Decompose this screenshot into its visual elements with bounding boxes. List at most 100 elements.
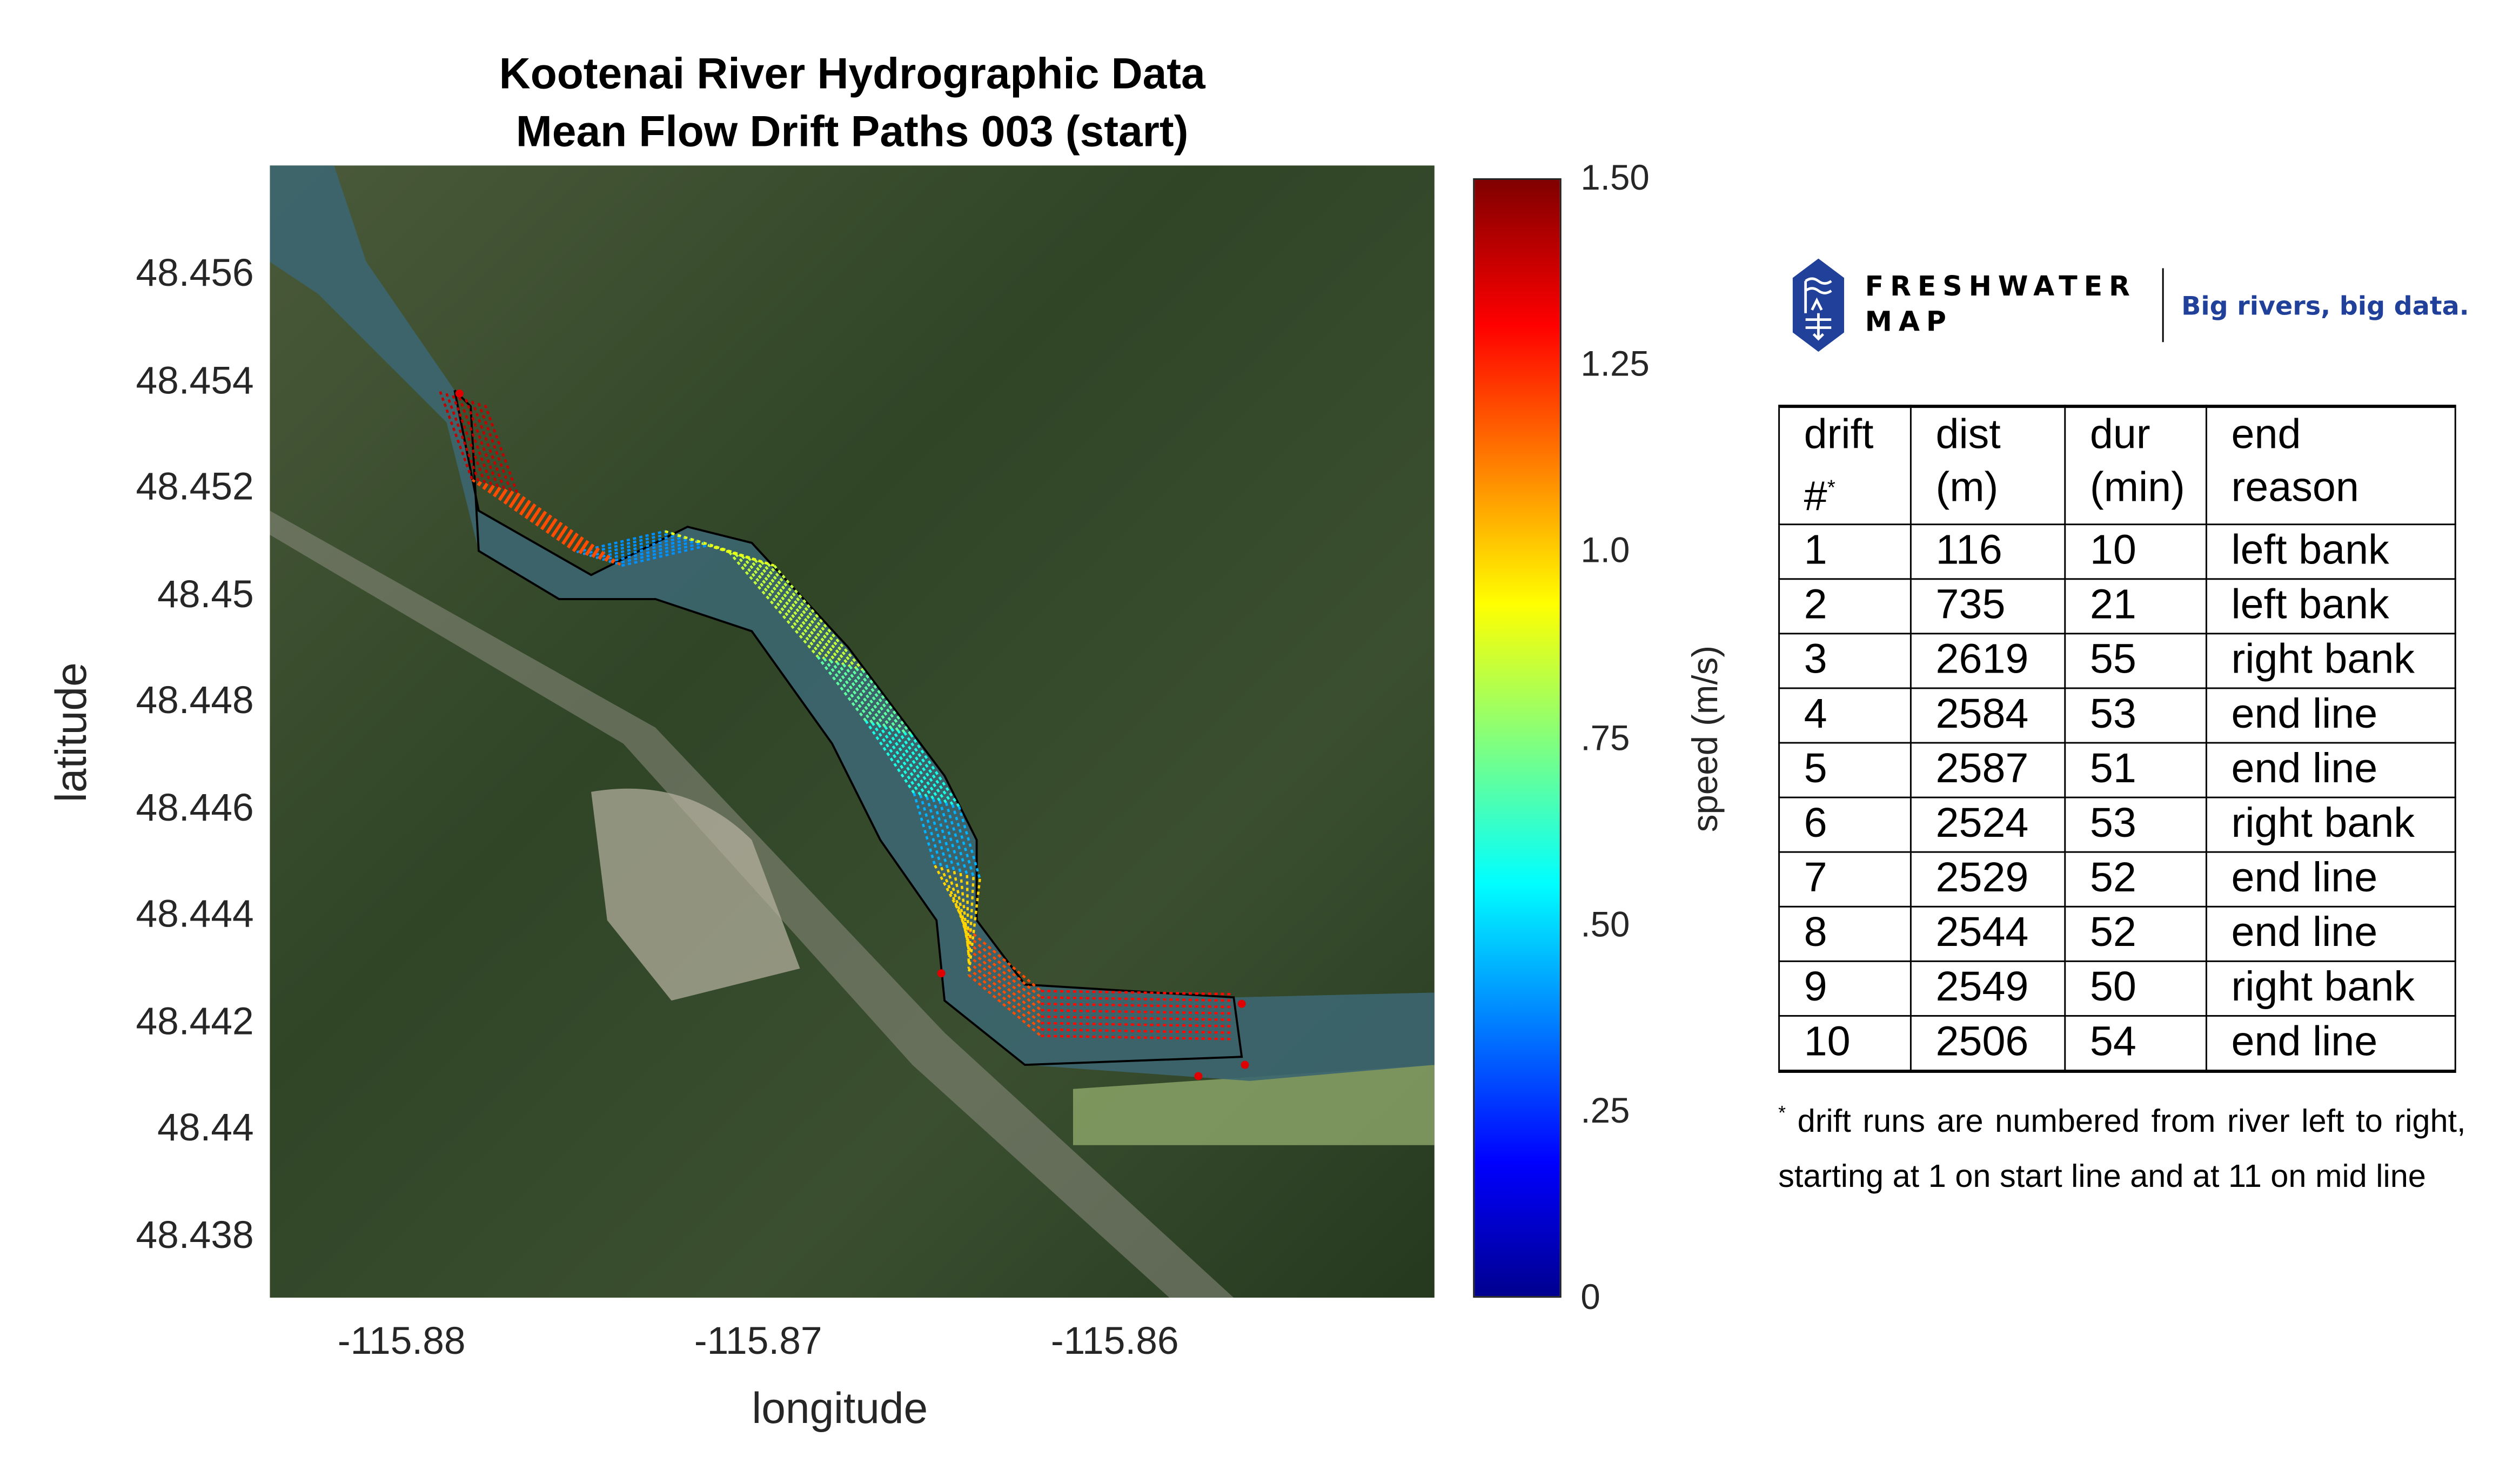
drift-number: 1 — [1778, 523, 1912, 580]
drift-path-segment — [967, 877, 975, 969]
footnote-mark: * — [1778, 1102, 1786, 1125]
end-reason: end line — [2205, 905, 2456, 962]
table-row: 4 2584 53 end line — [1778, 687, 2456, 743]
drift-end-marker — [937, 969, 946, 978]
drift-path-segment — [909, 734, 960, 808]
y-axis-label: latitude — [47, 662, 96, 803]
logo-name-line-1: FRESHWATER — [1865, 271, 2136, 304]
drift-path-segment — [497, 486, 604, 561]
header-text: (m) — [1935, 462, 1999, 511]
drift-path-segment — [1041, 990, 1234, 996]
x-tick-label: -115.87 — [694, 1320, 822, 1364]
drift-path-segment — [968, 942, 1042, 1005]
drift-number: 6 — [1778, 796, 1912, 852]
header-text: # — [1804, 472, 1827, 520]
end-reason: end line — [2205, 741, 2456, 798]
drift-end-marker — [1194, 1072, 1203, 1080]
footnote-mark: * — [1827, 475, 1835, 500]
distance: 2587 — [1909, 741, 2066, 798]
table-row: 3 2619 55 right bank — [1778, 632, 2456, 689]
end-reason: left bank — [2205, 523, 2456, 580]
x-axis-label: longitude — [752, 1384, 928, 1433]
drift-path-segment — [968, 929, 1042, 992]
table-row: 2 735 21 left bank — [1778, 578, 2456, 634]
drift-path-segment — [1041, 1022, 1234, 1028]
end-reason: right bank — [2205, 959, 2456, 1016]
drift-path-segment — [871, 722, 922, 796]
table-row: 7 2529 52 end line — [1778, 850, 2456, 907]
drift-path-segment — [602, 538, 691, 561]
gravel-pit — [591, 788, 800, 1001]
title-line-2: Mean Flow Drift Paths 003 (start) — [515, 108, 1189, 156]
table-row: 6 2524 53 right bank — [1778, 796, 2456, 852]
drift-path-segment — [471, 400, 506, 490]
drift-table: drift #* dist (m) dur (min) end reason 1 116 1… — [1778, 405, 2456, 1072]
drift-path-segment — [903, 731, 954, 805]
table-row: 9 2549 50 right bank — [1778, 959, 2456, 1016]
end-reason: end line — [2205, 1014, 2456, 1072]
drift-path-segment — [709, 543, 775, 567]
drift-path-segment — [823, 657, 874, 724]
drift-path-segment — [968, 955, 1042, 1018]
duration: 21 — [2064, 578, 2207, 634]
drift-path-segment — [968, 973, 1042, 1037]
y-tick-label: 48.448 — [136, 679, 254, 723]
table-row: 5 2587 51 end line — [1778, 741, 2456, 798]
drift-path-segment — [897, 729, 947, 804]
end-reason: end line — [2205, 687, 2456, 743]
table-header: drift #* dist (m) dur (min) end reason — [1778, 405, 2456, 525]
map-axes — [270, 165, 1435, 1298]
x-tick-label: -115.88 — [337, 1320, 466, 1364]
drift-path-segment — [458, 397, 493, 486]
header-dur: dur (min) — [2064, 405, 2207, 525]
drift-end-marker — [455, 389, 464, 398]
table-row: 8 2544 52 end line — [1778, 905, 2456, 962]
drift-path-segment — [816, 656, 867, 722]
drift-number: 4 — [1778, 687, 1912, 743]
y-tick-label: 48.454 — [136, 359, 254, 402]
highway — [270, 511, 1234, 1298]
drift-path-segment — [595, 536, 685, 559]
freshwater-logo-icon — [1792, 258, 1845, 352]
distance: 2529 — [1909, 850, 2066, 907]
y-tick-label: 48.442 — [136, 999, 254, 1043]
drift-path-segment — [848, 665, 899, 731]
duration: 52 — [2064, 905, 2207, 962]
y-tick-label: 48.444 — [136, 892, 254, 937]
duration: 55 — [2064, 632, 2207, 689]
colorbar-tick-label: .75 — [1580, 717, 1630, 758]
colorbar — [1473, 178, 1562, 1298]
drift-path-segment — [865, 720, 915, 794]
footnote-text: drift runs are numbered from river left … — [1778, 1104, 2466, 1194]
figure-title: Kootenai River Hydrographic Data Mean Fl… — [270, 45, 1434, 160]
header-text: reason — [2231, 462, 2359, 511]
footnote: * drift runs are numbered from river lef… — [1778, 1086, 2465, 1204]
drift-path-segment — [877, 724, 928, 798]
drift-number: 5 — [1778, 741, 1912, 798]
drift-path-segment — [465, 399, 499, 488]
drift-number: 9 — [1778, 959, 1912, 1016]
distance: 735 — [1909, 578, 2066, 634]
logo-divider — [2162, 268, 2164, 343]
drift-path-segment — [959, 872, 970, 956]
drift-path-segment — [471, 479, 578, 553]
drift-path-segment — [491, 485, 597, 559]
table-row: 1 116 10 left bank — [1778, 523, 2456, 580]
distance: 2524 — [1909, 796, 2066, 852]
duration: 53 — [2064, 796, 2207, 852]
distance: 2619 — [1909, 632, 2066, 689]
header-text: dur — [2089, 409, 2150, 458]
duration: 53 — [2064, 687, 2207, 743]
y-tick-label: 48.45 — [157, 572, 254, 616]
drift-number: 7 — [1778, 850, 1912, 907]
drift-paths — [439, 389, 1249, 1080]
colorbar-tick-label: .25 — [1580, 1090, 1630, 1131]
drift-path-segment — [829, 660, 880, 726]
end-reason: left bank — [2205, 578, 2456, 634]
drift-path-segment — [439, 391, 474, 481]
drift-path-segment — [968, 935, 1042, 998]
freshwater-map-logo: FRESHWATER MAP Big rivers, big data. — [1790, 258, 2469, 352]
drift-path-segment — [1041, 1002, 1234, 1009]
duration: 10 — [2064, 523, 2207, 580]
